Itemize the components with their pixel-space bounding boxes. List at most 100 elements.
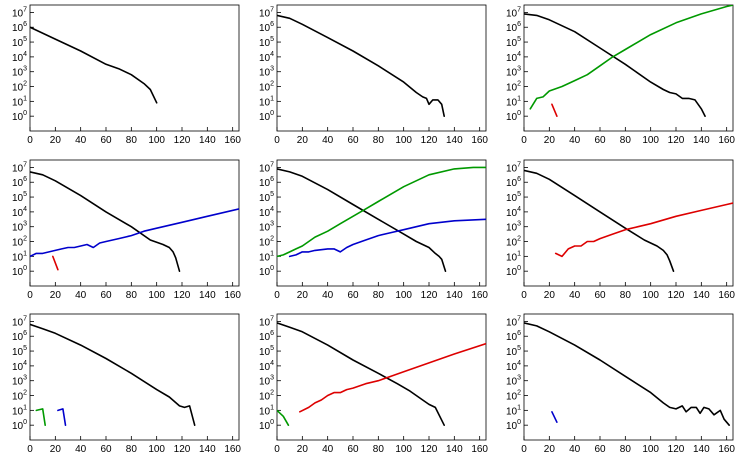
x-tick-label: 20 (50, 290, 62, 301)
y-tick-label: 103 (506, 66, 521, 79)
x-tick-label: 160 (718, 290, 735, 301)
y-tick-label: 103 (12, 66, 27, 79)
x-tick-label: 140 (693, 135, 710, 146)
x-tick-label: 40 (322, 135, 334, 146)
x-tick-label: 120 (174, 290, 191, 301)
plot-frame (523, 159, 734, 287)
series-line-1 (524, 169, 675, 272)
x-tick-label: 140 (693, 290, 710, 301)
series-line-2 (277, 166, 486, 258)
x-tick-label: 100 (148, 290, 165, 301)
y-tick-label: 106 (12, 21, 27, 34)
y-tick-label: 104 (506, 206, 521, 219)
x-tick-label: 100 (395, 290, 412, 301)
y-tick-label: 103 (259, 221, 274, 234)
x-tick-label: 60 (594, 444, 606, 455)
series-line-1 (30, 26, 158, 104)
y-tick-label: 106 (506, 330, 521, 343)
y-tick-label: 105 (12, 345, 27, 358)
y-tick-label: 102 (259, 81, 274, 94)
x-tick-label: 140 (199, 290, 216, 301)
y-tick-label: 102 (506, 81, 521, 94)
y-tick-label: 104 (12, 360, 27, 373)
x-tick-label: 60 (347, 290, 359, 301)
y-tick-label: 102 (12, 81, 27, 94)
y-tick-label: 107 (259, 315, 274, 328)
x-tick-label: 160 (224, 444, 241, 455)
y-tick-label: 106 (259, 176, 274, 189)
series-line-3 (288, 218, 486, 258)
y-tick-label: 100 (506, 419, 521, 432)
x-tick-label: 160 (471, 444, 488, 455)
y-tick-label: 100 (12, 419, 27, 432)
y-tick-label: 105 (259, 191, 274, 204)
y-tick-label: 106 (506, 176, 521, 189)
y-tick-label: 107 (12, 6, 27, 19)
y-tick-label: 101 (12, 95, 27, 108)
y-tick-label: 104 (259, 51, 274, 64)
series-line-1 (30, 171, 181, 272)
x-tick-label: 0 (27, 290, 33, 301)
series-line-2 (529, 5, 733, 110)
x-tick-label: 120 (421, 135, 438, 146)
y-tick-label: 100 (12, 110, 27, 123)
plot-frame (29, 4, 240, 132)
x-tick-label: 80 (126, 290, 138, 301)
x-tick-label: 20 (544, 290, 556, 301)
y-tick-label: 105 (12, 36, 27, 49)
y-tick-label: 101 (12, 250, 27, 263)
y-tick-label: 105 (506, 191, 521, 204)
x-tick-label: 140 (446, 135, 463, 146)
y-tick-label: 104 (506, 51, 521, 64)
series-line-3 (551, 103, 558, 117)
x-tick-label: 80 (620, 135, 632, 146)
x-tick-label: 60 (594, 290, 606, 301)
y-tick-label: 100 (12, 265, 27, 278)
x-tick-label: 40 (75, 290, 87, 301)
x-tick-label: 100 (642, 135, 659, 146)
series-line-3 (57, 408, 67, 426)
x-tick-label: 120 (421, 290, 438, 301)
x-tick-label: 40 (322, 290, 334, 301)
y-tick-label: 102 (506, 390, 521, 403)
x-tick-label: 80 (373, 290, 385, 301)
series-line-2 (554, 202, 733, 258)
x-tick-label: 20 (50, 444, 62, 455)
y-tick-label: 107 (259, 161, 274, 174)
x-tick-label: 160 (471, 135, 488, 146)
x-tick-label: 80 (620, 290, 632, 301)
y-tick-label: 106 (259, 330, 274, 343)
y-tick-label: 105 (259, 36, 274, 49)
y-tick-label: 107 (12, 161, 27, 174)
y-tick-label: 106 (259, 21, 274, 34)
y-tick-label: 103 (12, 221, 27, 234)
x-tick-label: 160 (718, 135, 735, 146)
y-tick-label: 102 (259, 390, 274, 403)
x-tick-label: 120 (174, 135, 191, 146)
y-tick-label: 102 (506, 236, 521, 249)
y-tick-label: 105 (12, 191, 27, 204)
x-tick-label: 100 (395, 444, 412, 455)
x-tick-label: 100 (148, 135, 165, 146)
x-tick-label: 40 (75, 135, 87, 146)
series-line-2 (30, 208, 239, 258)
x-tick-label: 40 (75, 444, 87, 455)
x-tick-label: 100 (148, 444, 165, 455)
y-tick-label: 102 (259, 236, 274, 249)
y-tick-label: 106 (12, 176, 27, 189)
y-tick-label: 102 (12, 236, 27, 249)
x-tick-label: 20 (544, 135, 556, 146)
plot-frame (276, 159, 487, 287)
series-line-1 (277, 14, 445, 117)
x-tick-label: 0 (521, 290, 527, 301)
x-tick-label: 0 (274, 135, 280, 146)
x-tick-label: 120 (668, 444, 685, 455)
y-tick-label: 103 (506, 375, 521, 388)
y-tick-label: 101 (259, 404, 274, 417)
x-tick-label: 140 (446, 290, 463, 301)
series-line-3 (298, 342, 486, 413)
x-tick-label: 40 (569, 290, 581, 301)
